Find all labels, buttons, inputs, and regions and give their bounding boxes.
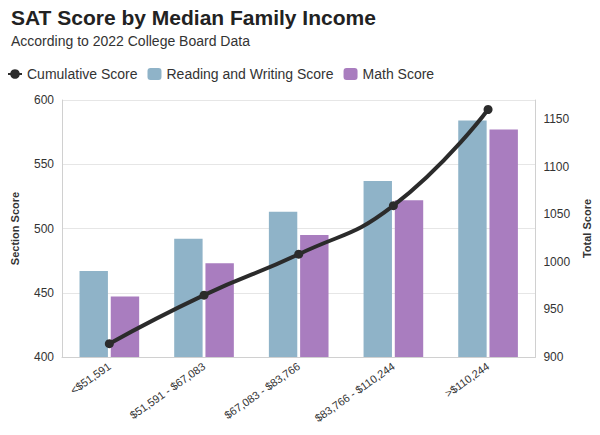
svg-text:$83,766 - $110,244: $83,766 - $110,244 — [312, 360, 396, 424]
svg-text:1100: 1100 — [543, 160, 569, 174]
svg-text:1150: 1150 — [543, 112, 569, 126]
svg-text:950: 950 — [543, 302, 563, 316]
svg-text:>$110,244: >$110,244 — [442, 360, 491, 399]
svg-text:Section Score: Section Score — [9, 192, 21, 265]
svg-text:550: 550 — [34, 157, 54, 171]
svg-text:<$51,591: <$51,591 — [68, 360, 113, 396]
svg-text:$51,591 - $67,083: $51,591 - $67,083 — [127, 360, 207, 421]
svg-text:450: 450 — [34, 286, 54, 300]
svg-text:1000: 1000 — [543, 255, 570, 269]
svg-text:Total Score: Total Score — [581, 199, 593, 258]
svg-text:600: 600 — [34, 93, 54, 107]
svg-text:400: 400 — [34, 350, 54, 364]
svg-text:500: 500 — [34, 222, 54, 236]
svg-text:1050: 1050 — [543, 207, 570, 221]
svg-text:Cumulative Score: Cumulative Score — [27, 66, 138, 82]
svg-text:Reading and Writing Score: Reading and Writing Score — [166, 66, 333, 82]
svg-text:$67,083 - $83,766: $67,083 - $83,766 — [222, 360, 302, 421]
svg-text:According to 2022 College Boar: According to 2022 College Board Data — [11, 33, 250, 49]
svg-text:Math Score: Math Score — [363, 66, 435, 82]
svg-text:900: 900 — [543, 350, 563, 364]
svg-text:SAT Score by Median Family Inc: SAT Score by Median Family Income — [11, 6, 376, 29]
